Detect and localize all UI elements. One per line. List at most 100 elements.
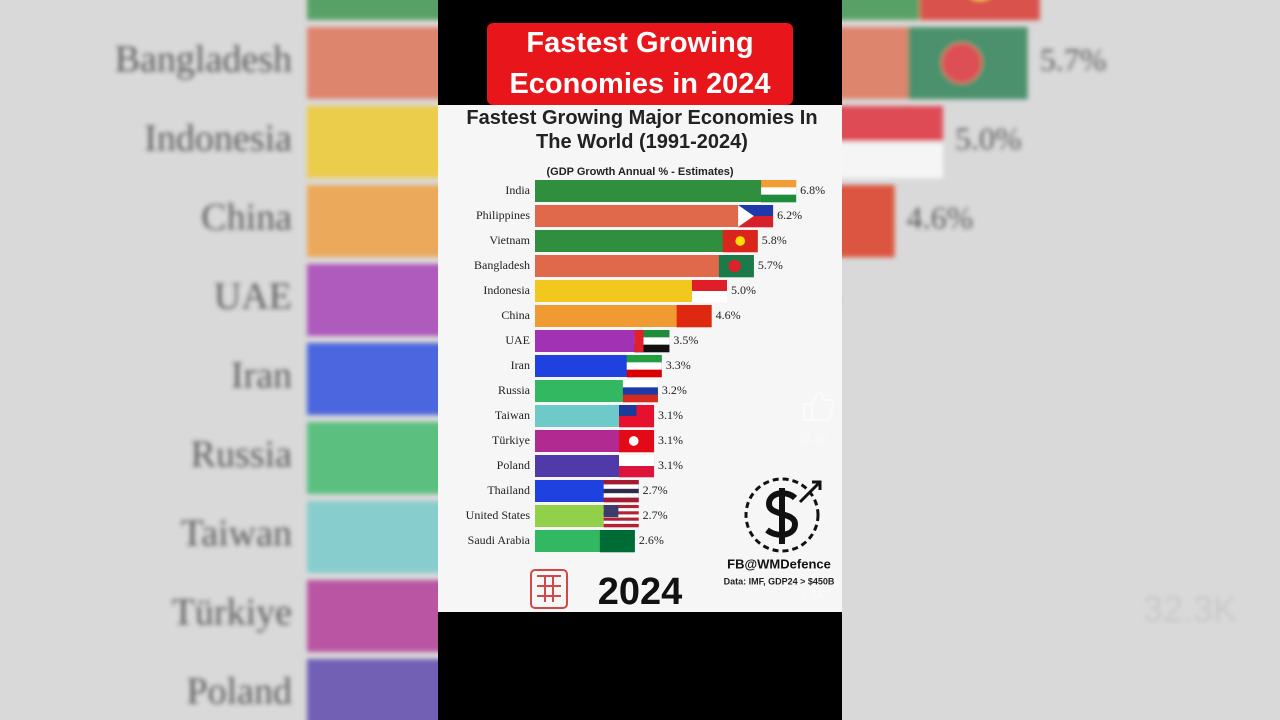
flag-stripe	[619, 466, 655, 478]
flag-emblem	[738, 205, 754, 227]
value-label: 3.3%	[666, 358, 691, 372]
category-label: Vietnam	[489, 233, 530, 247]
flag-emblem	[728, 259, 741, 273]
blurred-value-label: 4.6%	[907, 199, 974, 235]
value-label: 3.1%	[658, 408, 683, 422]
year-label: 2024	[598, 571, 683, 613]
flag-stripe	[761, 180, 797, 188]
chart-subtitle: (GDP Growth Annual % - Estimates)	[546, 166, 733, 178]
category-label: Iran	[511, 358, 530, 372]
flag-stripe	[634, 344, 670, 353]
flag-stripe	[603, 484, 639, 490]
blurred-category-label: Taiwan	[181, 513, 292, 555]
value-label: 2.6%	[639, 533, 664, 547]
category-label: UAE	[505, 333, 530, 347]
flag-emblem	[735, 236, 746, 246]
category-label: India	[505, 183, 530, 197]
flag-stripe	[603, 520, 639, 525]
flag-stripe	[626, 362, 662, 370]
flag-stripe	[823, 106, 943, 143]
blurred-category-label: Indonesia	[144, 118, 292, 160]
flag-stripe	[622, 380, 658, 388]
flag-emblem	[941, 42, 982, 84]
blurred-category-label: Iran	[231, 355, 292, 397]
flag-stripe	[634, 337, 670, 345]
category-label: China	[501, 308, 530, 322]
flag-emblem	[603, 505, 619, 518]
flag-stripe	[603, 514, 639, 518]
blurred-category-label: Russia	[191, 434, 292, 476]
flag-stripe	[619, 455, 655, 467]
blurred-category-label: China	[201, 197, 292, 239]
flag-stripe	[823, 142, 943, 179]
flag-stripe	[634, 330, 670, 338]
category-label: Russia	[498, 383, 531, 397]
flag-stripe	[622, 394, 658, 403]
value-label: 3.5%	[673, 333, 698, 347]
like-count: 32.3K	[797, 432, 828, 446]
value-label: 6.2%	[777, 208, 802, 222]
value-label: 5.7%	[758, 258, 783, 272]
flag-stripe	[761, 187, 797, 195]
flag-stripe	[738, 205, 774, 217]
blurred-category-label: Bangladesh	[115, 39, 292, 81]
flag-stripe	[599, 530, 635, 553]
category-label: Poland	[497, 458, 530, 472]
flag-stripe	[603, 511, 639, 515]
blurred-category-label: Vietnam	[163, 0, 292, 2]
value-label: 3.2%	[662, 383, 687, 397]
source-note: Data: IMF, GDP24 > $450B	[724, 576, 835, 586]
comment-count: 5.6K	[801, 588, 826, 602]
blurred-category-label: Türkiye	[172, 592, 292, 634]
blurred-value-label: 5.7%	[1040, 41, 1107, 77]
flag-stripe	[676, 305, 712, 328]
bar	[535, 230, 758, 252]
flag-stripe	[603, 497, 639, 503]
flag-emblem	[634, 330, 644, 352]
like-button[interactable]	[803, 390, 835, 421]
watermark-logo	[744, 477, 822, 553]
category-label: United States	[466, 508, 531, 522]
flag-stripe	[692, 291, 727, 303]
category-label: Philippines	[476, 208, 530, 222]
watermark: FB@WMDefence	[727, 556, 831, 571]
flag-stripe	[603, 508, 639, 512]
bar	[535, 205, 774, 227]
banner: Fastest Growing Economies in 2024	[487, 23, 793, 105]
flag-stripe	[603, 523, 639, 528]
value-label: 5.8%	[762, 233, 787, 247]
category-label: Thailand	[487, 483, 530, 497]
blurred-category-label: UAE	[214, 276, 292, 318]
category-label: Bangladesh	[474, 258, 530, 272]
flag-stripe	[603, 505, 639, 509]
bars: India 6.8% Philippines 6.2% Vietnam 5.8% Bangl…	[466, 180, 825, 553]
value-label: 6.8%	[800, 183, 825, 197]
bar	[535, 305, 712, 327]
category-label: Indonesia	[483, 283, 530, 297]
calendar-icon	[530, 569, 568, 609]
chart-title: Fastest Growing Major Economies In The W…	[466, 107, 818, 153]
category-label: Saudi Arabia	[468, 533, 531, 547]
flag-stripe	[603, 488, 639, 494]
category-label: Taiwan	[495, 408, 530, 422]
flag-stripe	[603, 493, 639, 498]
category-label: Türkiye	[492, 433, 530, 447]
flag-stripe	[692, 280, 727, 292]
flag-stripe	[738, 216, 774, 228]
flag-stripe	[919, 0, 1040, 21]
bar	[535, 180, 797, 202]
value-label: 2.7%	[643, 508, 668, 522]
flag-stripe	[761, 194, 797, 203]
flag-stripe	[622, 387, 658, 395]
blurred-category-label: Poland	[186, 671, 292, 713]
value-label: 4.6%	[716, 308, 741, 322]
blurred-value-label: 5.0%	[955, 120, 1022, 156]
like-count-bg: 32.3K	[1143, 589, 1237, 630]
flag-stripe	[603, 480, 639, 485]
value-label: 2.7%	[643, 483, 668, 497]
flag-stripe	[626, 369, 662, 378]
flag-emblem	[628, 436, 639, 446]
flag-stripe	[626, 355, 662, 363]
